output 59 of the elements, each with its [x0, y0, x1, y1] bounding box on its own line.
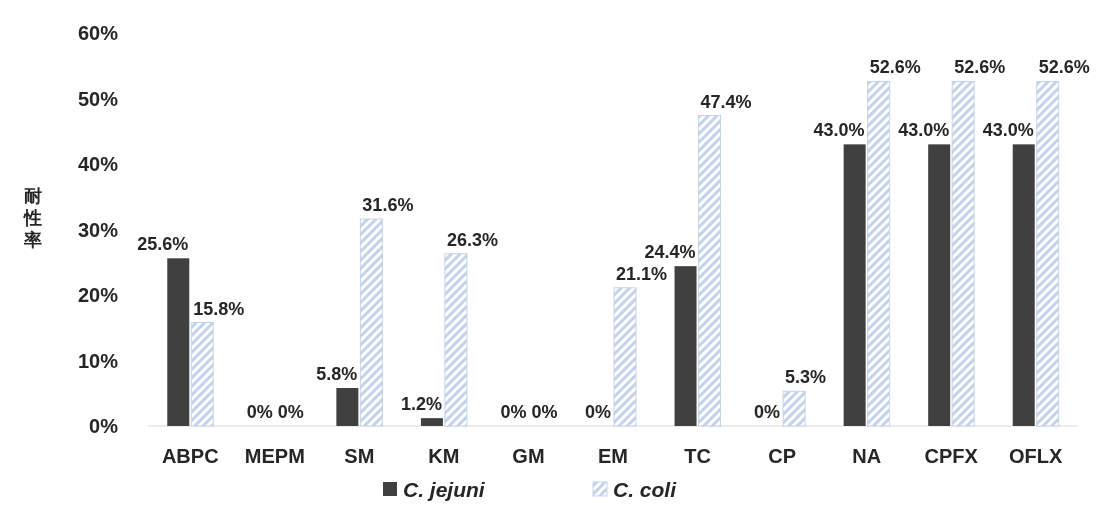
y-tick-label: 10%	[77, 349, 119, 372]
data-label: 31.6%	[362, 195, 414, 216]
data-label: 25.6%	[137, 234, 189, 255]
x-tick-label: CPFX	[924, 445, 979, 467]
data-label: 1.2%	[400, 394, 442, 415]
x-tick-label: ABPC	[161, 445, 219, 467]
data-label: 0%	[277, 402, 304, 422]
data-label: 0%	[500, 402, 527, 422]
data-label: 47.4%	[700, 91, 752, 112]
bar	[190, 322, 214, 427]
bar	[359, 218, 383, 427]
legend-label: C. jejuni	[403, 478, 486, 502]
bar	[167, 258, 190, 426]
data-label: 5.3%	[785, 367, 827, 388]
x-tick-label: TC	[684, 445, 711, 467]
x-tick-label: NA	[852, 445, 882, 467]
y-tick-label: 40%	[77, 153, 119, 175]
bar	[843, 144, 866, 426]
data-label: 43.0%	[898, 120, 950, 141]
data-label: 26.3%	[446, 229, 498, 250]
bar	[444, 253, 468, 427]
bar	[867, 80, 891, 427]
data-label: 0%	[531, 402, 558, 422]
bar	[613, 287, 637, 427]
data-label: 5.8%	[316, 364, 358, 385]
bar	[1036, 80, 1060, 427]
data-label: 24.4%	[644, 242, 696, 263]
data-label: 15.8%	[193, 298, 245, 319]
x-tick-label: GM	[512, 445, 545, 467]
x-tick-label: MEPM	[244, 445, 305, 467]
y-tick-label: 50%	[77, 87, 119, 110]
bar	[336, 388, 359, 426]
data-label: 21.1%	[616, 263, 668, 284]
data-label: 52.6%	[1038, 57, 1090, 78]
data-label: 52.6%	[954, 57, 1006, 78]
y-axis-title: 耐性率	[23, 185, 42, 250]
x-tick-label: SM	[344, 445, 375, 467]
bar	[951, 80, 975, 427]
legend-label: C. coli	[613, 478, 678, 502]
y-tick-label: 20%	[77, 284, 119, 306]
data-label: 0%	[584, 402, 611, 422]
bar	[928, 144, 951, 426]
data-label: 43.0%	[982, 120, 1034, 141]
data-label: 43.0%	[813, 120, 865, 141]
x-tick-label: CP	[768, 445, 796, 467]
x-tick-label: KM	[428, 445, 460, 467]
bar	[782, 390, 806, 427]
bar	[674, 266, 697, 426]
bar	[420, 418, 443, 426]
x-tick-label: OFLX	[1009, 445, 1064, 467]
data-label: 0%	[246, 402, 273, 422]
y-tick-label: 60%	[77, 22, 119, 44]
x-tick-label: EM	[598, 445, 628, 467]
data-label: 52.6%	[869, 57, 921, 78]
data-label: 0%	[754, 402, 781, 422]
y-tick-label: 0%	[89, 415, 119, 437]
y-tick-label: 30%	[77, 218, 119, 241]
bar	[1012, 144, 1035, 426]
bar	[698, 115, 722, 427]
